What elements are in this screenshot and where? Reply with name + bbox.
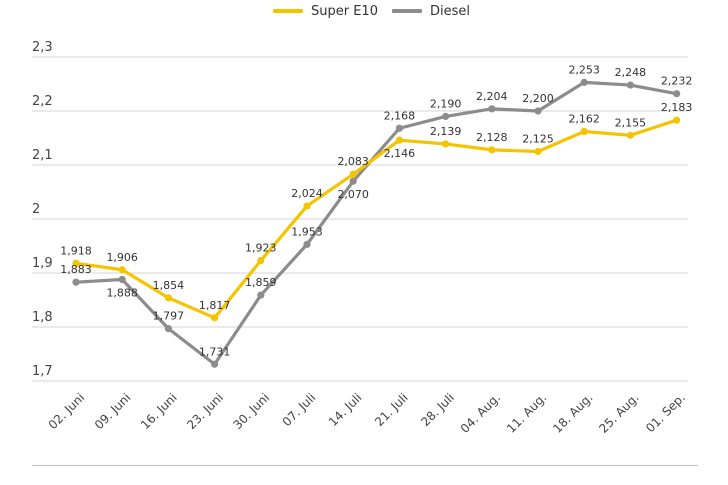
bottom-rule	[32, 465, 698, 466]
point-diesel-6	[349, 177, 357, 185]
data-label-super-e10-11: 2,162	[568, 113, 600, 126]
point-diesel-11	[580, 78, 588, 86]
point-super-e10-7	[395, 136, 403, 144]
y-tick-label-6: 2,3	[32, 40, 53, 55]
data-label-diesel-9: 2,204	[476, 90, 508, 103]
point-super-e10-0	[72, 259, 80, 267]
point-diesel-12	[626, 81, 635, 89]
point-super-e10-13	[673, 116, 681, 124]
x-tick-label-8: 28. Juli	[418, 390, 457, 429]
legend-item-super-e10: Super E10	[273, 4, 378, 19]
point-diesel-1	[118, 275, 126, 284]
point-diesel-3	[211, 360, 219, 368]
data-label-diesel-7: 2,168	[384, 109, 416, 122]
series-line-super-e10	[74, 118, 679, 320]
x-tick-label-1: 09. Juni	[92, 390, 134, 432]
x-tick-label-7: 21. Juli	[372, 390, 411, 429]
data-label-super-e10-4: 1,923	[245, 242, 277, 255]
x-tick-label-9: 04. Aug.	[458, 390, 503, 435]
point-diesel-2	[164, 325, 172, 333]
point-diesel-13	[673, 90, 681, 98]
data-label-diesel-12: 2,248	[615, 66, 647, 79]
legend-swatch-diesel	[391, 9, 422, 13]
point-super-e10-3	[211, 314, 219, 322]
y-tick-label-2: 1,9	[32, 256, 53, 271]
x-tick-label-6: 14. Juli	[326, 390, 365, 429]
data-label-super-e10-5: 2,024	[291, 187, 323, 200]
point-super-e10-8	[442, 140, 450, 148]
point-super-e10-12	[626, 131, 635, 139]
x-tick-label-3: 23. Juni	[184, 390, 226, 432]
data-label-super-e10-12: 2,155	[615, 116, 647, 129]
data-label-super-e10-1: 1,906	[106, 251, 138, 264]
data-label-diesel-4: 1,859	[245, 276, 277, 289]
x-tick-label-13: 01. Sep.	[643, 390, 688, 435]
point-diesel-0	[72, 278, 80, 286]
point-super-e10-11	[580, 127, 588, 136]
data-label-diesel-10: 2,200	[522, 92, 554, 105]
data-label-diesel-6: 2,070	[337, 188, 369, 201]
point-super-e10-5	[303, 202, 311, 210]
point-diesel-5	[303, 240, 311, 248]
data-label-super-e10-0: 1,918	[60, 244, 92, 257]
data-labels: 1,918 1,906 1,854 1,817 1,923 2,024 2,083 2,146…	[60, 63, 692, 358]
data-label-diesel-5: 1,953	[291, 225, 323, 238]
y-tick-label-0: 1,7	[32, 364, 53, 379]
data-label-super-e10-7: 2,146	[384, 147, 416, 160]
data-label-diesel-2: 1,797	[153, 310, 185, 323]
point-diesel-10	[534, 107, 542, 115]
series-group	[72, 78, 681, 368]
data-label-super-e10-8: 2,139	[430, 125, 462, 138]
data-label-super-e10-3: 1,817	[199, 299, 231, 312]
point-super-e10-2	[164, 294, 172, 302]
x-tick-label-0: 02. Juni	[46, 390, 88, 432]
point-super-e10-1	[118, 266, 126, 274]
x-tick-label-10: 11. Aug.	[504, 390, 549, 435]
data-label-super-e10-9: 2,128	[476, 131, 508, 144]
point-diesel-9	[488, 105, 496, 113]
point-diesel-7	[395, 124, 403, 132]
x-tick-label-4: 30. Juni	[230, 390, 272, 432]
data-label-diesel-11: 2,253	[568, 63, 600, 76]
y-tick-label-4: 2,1	[32, 148, 53, 163]
point-super-e10-9	[488, 146, 496, 154]
point-diesel-8	[442, 112, 450, 120]
data-label-diesel-8: 2,190	[430, 97, 462, 110]
x-tick-label-11: 18. Aug.	[550, 390, 595, 435]
point-diesel-4	[257, 291, 265, 299]
data-label-super-e10-13: 2,183	[661, 101, 693, 114]
grid-lines	[32, 56, 688, 382]
legend-item-diesel: Diesel	[391, 3, 470, 19]
data-label-super-e10-6: 2,083	[337, 155, 369, 168]
legend-label-diesel: Diesel	[429, 3, 470, 19]
series-line-diesel	[74, 80, 679, 366]
data-label-super-e10-10: 2,125	[522, 133, 554, 146]
data-label-diesel-13: 2,232	[661, 75, 693, 88]
legend: Super E10 Diesel	[273, 0, 484, 22]
legend-swatch-super-e10	[273, 9, 303, 13]
data-label-diesel-3: 1,731	[199, 345, 231, 358]
data-label-diesel-1: 1,888	[106, 286, 138, 299]
x-tick-label-12: 25. Aug.	[596, 390, 641, 435]
x-tick-label-5: 07. Juli	[280, 390, 319, 429]
data-label-diesel-0: 1,883	[60, 263, 92, 276]
y-axis-ticks: 1,7 1,8 1,9 2 2,1 2,2 2,3	[32, 40, 53, 379]
x-axis-ticks: 02. Juni 09. Juni 16. Juni 23. Juni 30. Juni…	[46, 390, 688, 435]
point-super-e10-10	[534, 147, 542, 156]
data-label-super-e10-2: 1,854	[153, 279, 185, 292]
legend-label-super-e10: Super E10	[311, 3, 378, 19]
y-tick-label-3: 2	[32, 202, 40, 217]
point-super-e10-6	[349, 170, 357, 178]
x-tick-label-2: 16. Juni	[138, 390, 180, 432]
point-super-e10-4	[257, 256, 265, 265]
y-tick-label-1: 1,8	[32, 310, 53, 325]
y-tick-label-5: 2,2	[32, 94, 53, 109]
